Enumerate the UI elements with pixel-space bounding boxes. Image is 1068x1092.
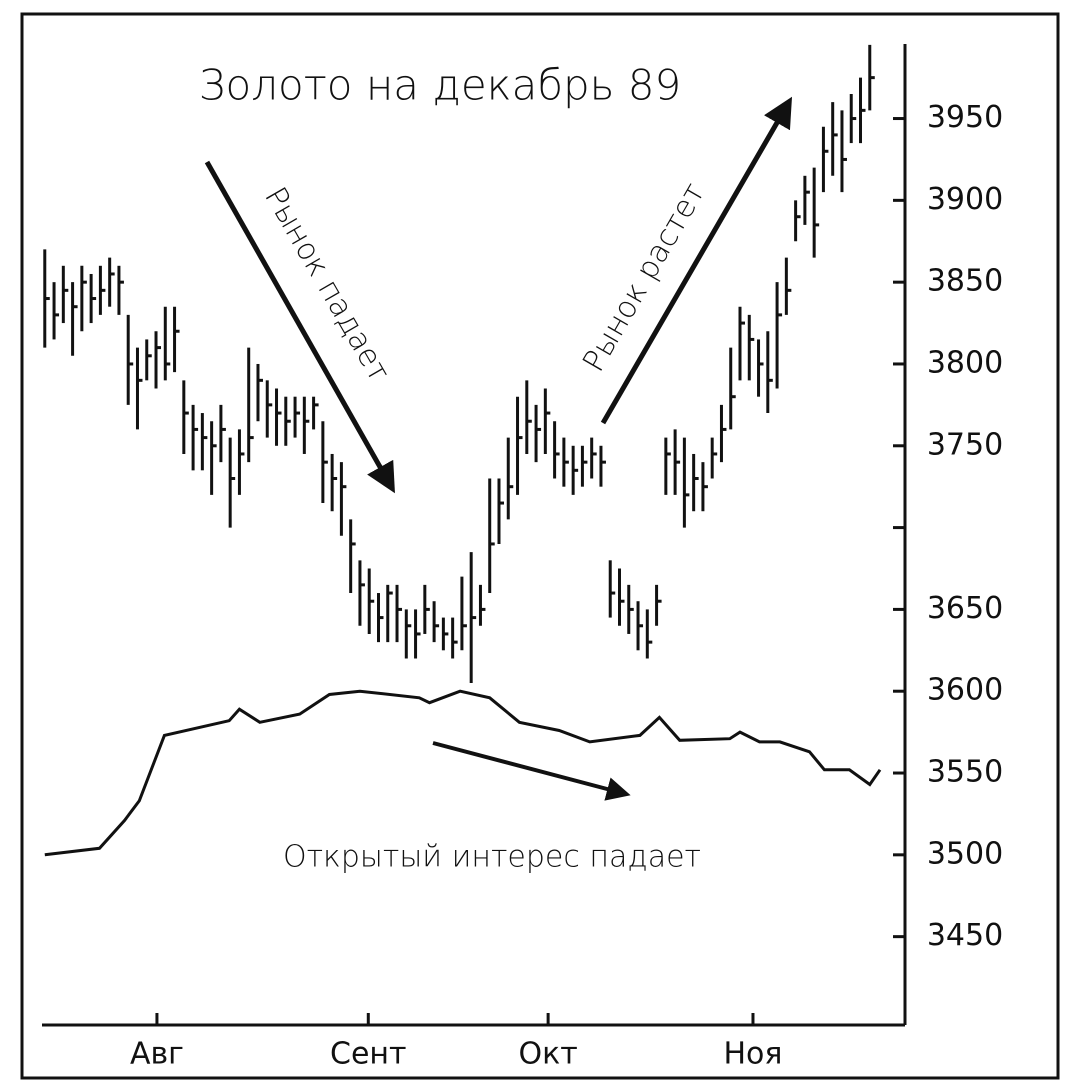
x-tick-label: Ноя [723,1037,782,1072]
chart-title: Золото на декабрь 89 [199,61,681,110]
annotation: Открытый интерес падает [283,840,701,875]
frame [20,12,1060,1080]
y-tick-label: 3800 [927,345,1003,380]
y-tick-label: 3850 [927,264,1003,299]
y-tick-label: 3750 [927,427,1003,462]
y-tick-label: 3950 [927,100,1003,135]
x-tick-label: Окт [519,1037,578,1072]
y-tick-label: 3600 [927,673,1003,708]
y-tick-label: 3450 [927,918,1003,953]
x-tick-label: Авг [130,1037,184,1072]
y-tick-label: 3500 [927,836,1003,871]
arrow [432,741,631,801]
y-tick-label: 3900 [927,182,1003,217]
open-interest-line [44,689,882,857]
y-tick-label: 3650 [927,591,1003,626]
arrow [204,160,395,494]
arrow [600,96,793,425]
y-tick-label: 3550 [927,755,1003,790]
x-tick-label: Сент [330,1037,407,1072]
